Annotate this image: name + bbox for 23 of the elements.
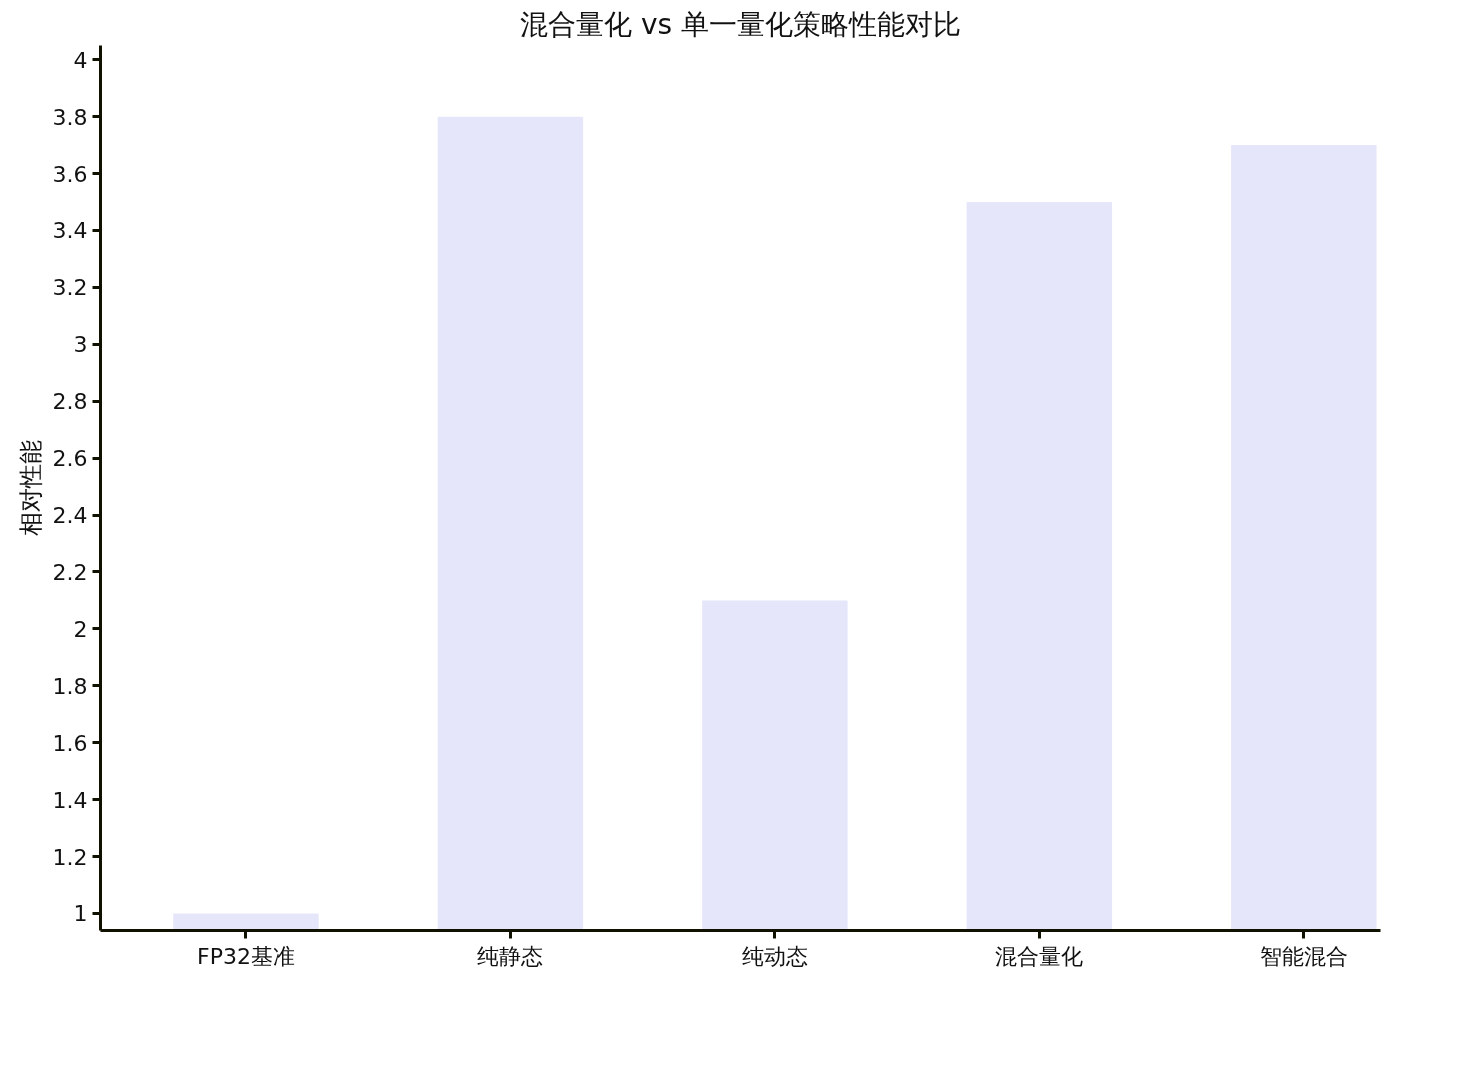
x-tick-label: 纯动态: [741, 943, 808, 969]
y-tick-label: 3.8: [52, 104, 88, 130]
x-tick-label: 混合量化: [995, 943, 1084, 969]
y-tick-label: 4: [73, 47, 88, 73]
y-tick-label: 3.6: [52, 161, 88, 187]
y-tick-label: 3.2: [52, 275, 88, 301]
y-tick-label: 2.2: [52, 559, 88, 585]
y-tick-label: 2.4: [52, 503, 88, 529]
y-tick-label: 3.4: [52, 218, 88, 244]
y-tick-label: 1.8: [52, 673, 88, 699]
y-tick-label: 1.4: [52, 787, 88, 813]
y-tick-label: 2.6: [52, 446, 88, 472]
y-tick-label: 1: [73, 901, 88, 927]
y-tick-label: 2.8: [52, 389, 88, 415]
y-axis-title: 相对性能: [16, 440, 45, 536]
x-tick-label: 智能混合: [1259, 943, 1348, 969]
x-tick-label: 纯静态: [477, 943, 544, 969]
y-tick-label: 1.2: [52, 844, 88, 870]
x-tick-label: FP32基准: [197, 943, 295, 969]
y-tick-label: 3: [73, 332, 88, 358]
chart-title: 混合量化 vs 单一量化策略性能对比: [520, 7, 961, 41]
y-tick-label: 2: [73, 616, 88, 642]
y-tick-label: 1.6: [52, 730, 88, 756]
